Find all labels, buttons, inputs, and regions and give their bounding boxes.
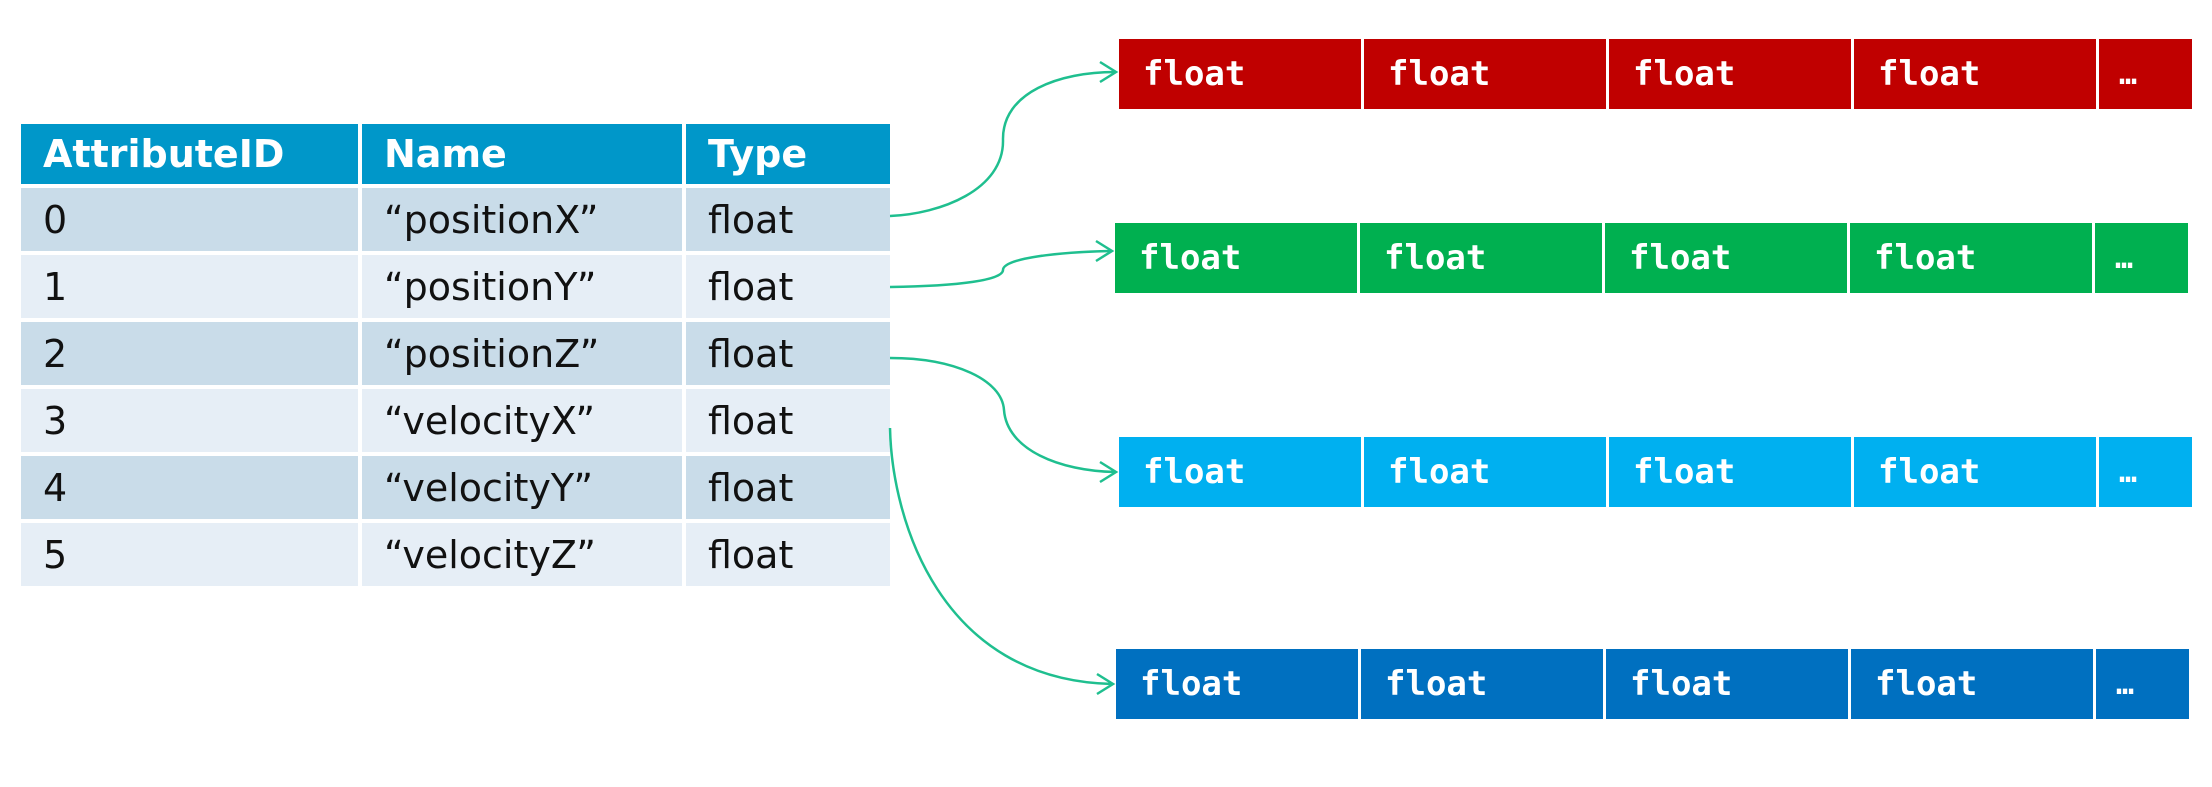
- table-row: 0 “positionX” float: [21, 188, 890, 251]
- header-name: Name: [362, 124, 682, 184]
- connector-group: [888, 60, 1119, 696]
- cell-name: “velocityY”: [362, 456, 682, 519]
- float-cell-ellipsis: …: [2095, 223, 2188, 293]
- cell-type: float: [686, 389, 890, 452]
- cell-attribute-id: 3: [21, 389, 358, 452]
- header-type: Type: [686, 124, 890, 184]
- float-cell: float: [1115, 223, 1357, 293]
- cell-type: float: [686, 322, 890, 385]
- cell-name: “positionX”: [362, 188, 682, 251]
- float-array-position-z: float float float float …: [1119, 437, 2192, 507]
- cell-name: “positionZ”: [362, 322, 682, 385]
- float-cell: float: [1364, 39, 1606, 109]
- arrow-velocity-x: [888, 427, 1113, 686]
- cell-name: “velocityX”: [362, 389, 682, 452]
- table-row: 5 “velocityZ” float: [21, 523, 890, 586]
- table-row: 2 “positionZ” float: [21, 322, 890, 385]
- cell-name: “positionY”: [362, 255, 682, 318]
- float-cell: float: [1609, 437, 1851, 507]
- cell-attribute-id: 5: [21, 523, 358, 586]
- float-cell: float: [1360, 223, 1602, 293]
- table-row: 3 “velocityX” float: [21, 389, 890, 452]
- arrowhead-position-x: [1099, 60, 1119, 84]
- float-cell: float: [1854, 39, 2096, 109]
- arrowhead-velocity-x: [1096, 672, 1116, 696]
- arrow-position-x: [889, 70, 1116, 218]
- arrow-position-y: [889, 249, 1112, 289]
- float-cell: float: [1606, 649, 1848, 719]
- arrowhead-position-z: [1099, 460, 1119, 484]
- cell-attribute-id: 4: [21, 456, 358, 519]
- float-cell: float: [1854, 437, 2096, 507]
- cell-attribute-id: 0: [21, 188, 358, 251]
- table-header-row: AttributeID Name Type: [21, 124, 890, 184]
- float-cell-ellipsis: …: [2099, 39, 2192, 109]
- table-row: 4 “velocityY” float: [21, 456, 890, 519]
- float-cell: float: [1119, 39, 1361, 109]
- float-cell: float: [1609, 39, 1851, 109]
- float-cell: float: [1361, 649, 1603, 719]
- cell-type: float: [686, 188, 890, 251]
- cell-type: float: [686, 456, 890, 519]
- float-array-position-y: float float float float …: [1115, 223, 2188, 293]
- float-cell: float: [1605, 223, 1847, 293]
- cell-type: float: [686, 255, 890, 318]
- cell-attribute-id: 1: [21, 255, 358, 318]
- arrowhead-position-y: [1095, 239, 1115, 263]
- float-array-position-x: float float float float …: [1119, 39, 2192, 109]
- attribute-table: AttributeID Name Type 0 “positionX” floa…: [17, 120, 894, 590]
- float-cell: float: [1119, 437, 1361, 507]
- table-row: 1 “positionY” float: [21, 255, 890, 318]
- cell-attribute-id: 2: [21, 322, 358, 385]
- header-attribute-id: AttributeID: [21, 124, 358, 184]
- arrow-position-z: [889, 356, 1116, 474]
- float-cell-ellipsis: …: [2096, 649, 2189, 719]
- float-cell: float: [1116, 649, 1358, 719]
- cell-name: “velocityZ”: [362, 523, 682, 586]
- float-array-velocity-x: float float float float …: [1116, 649, 2189, 719]
- float-cell: float: [1364, 437, 1606, 507]
- float-cell-ellipsis: …: [2099, 437, 2192, 507]
- float-cell: float: [1851, 649, 2093, 719]
- float-cell: float: [1850, 223, 2092, 293]
- cell-type: float: [686, 523, 890, 586]
